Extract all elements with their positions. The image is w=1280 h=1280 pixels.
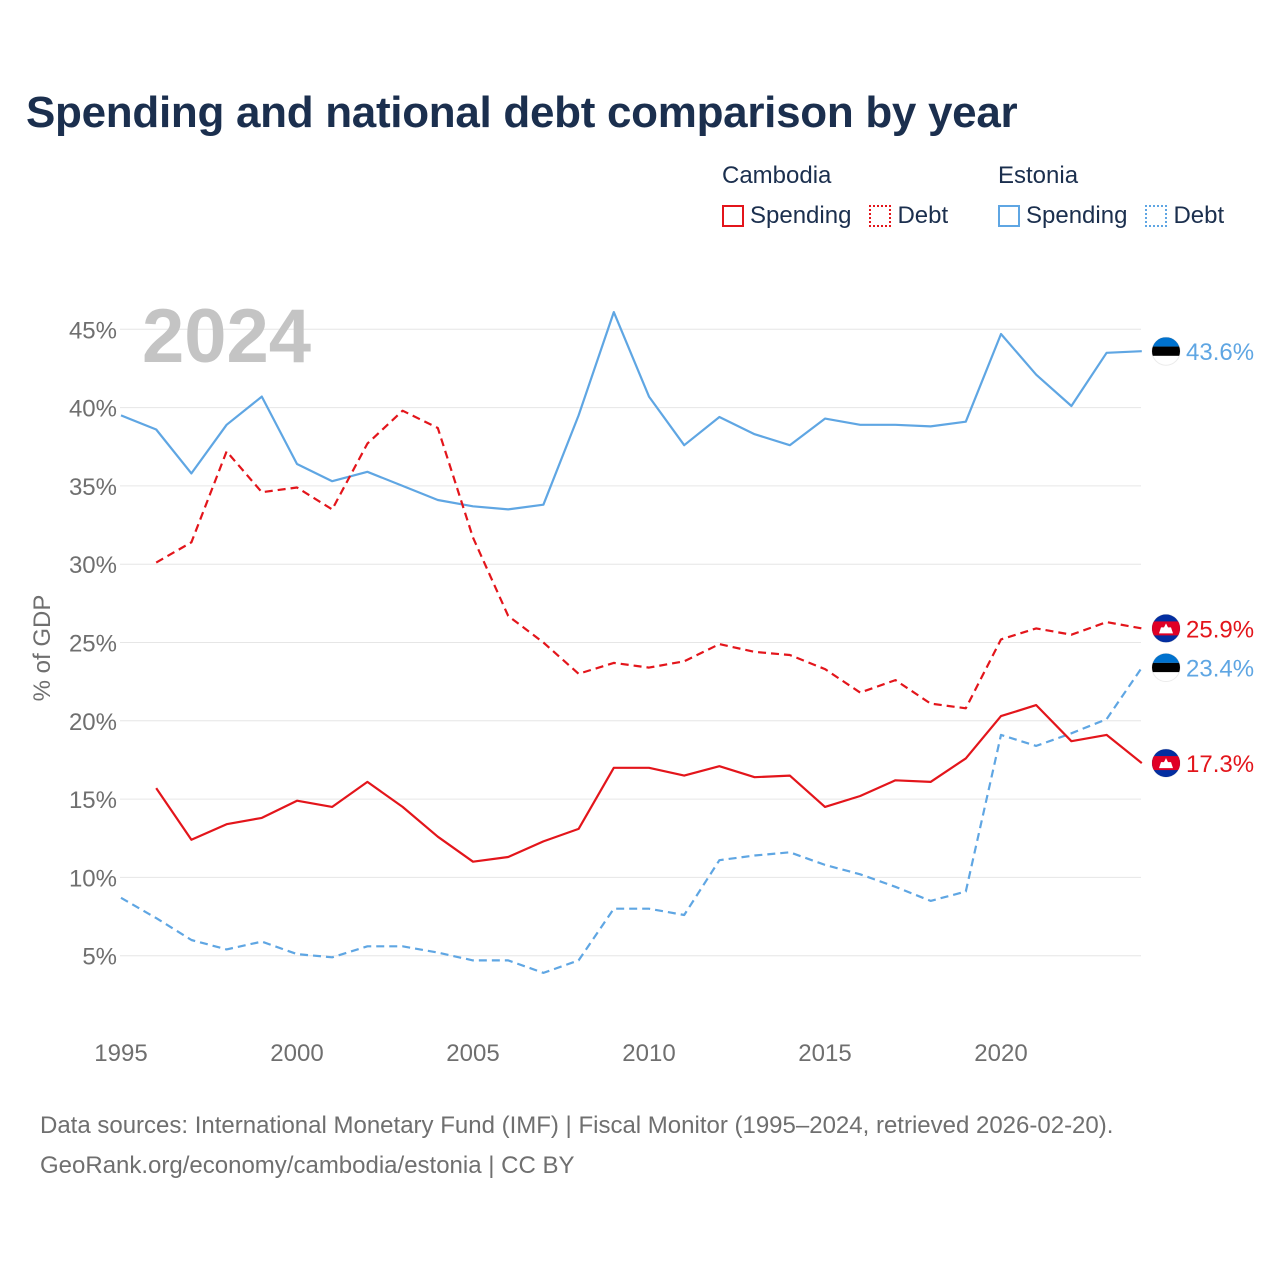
- y-tick-label: 10%: [69, 865, 117, 892]
- legend-group-cambodia: Cambodia Spending Debt: [722, 162, 948, 230]
- legend-label: Spending: [750, 202, 852, 229]
- y-tick-label: 40%: [69, 396, 117, 423]
- estonia-flag-icon: [1151, 653, 1181, 683]
- y-axis-label: % of GDP: [29, 595, 56, 702]
- legend-country-cambodia: Cambodia: [722, 162, 832, 189]
- x-tick-label: 2010: [622, 1040, 675, 1067]
- x-tick-label: 2005: [446, 1040, 499, 1067]
- legend-swatch-solid-blue: [998, 205, 1020, 227]
- cambodia-flag-icon: [1151, 613, 1181, 643]
- estonia-flag-icon: [1151, 336, 1181, 366]
- legend-item-estonia-spending[interactable]: Spending: [998, 202, 1127, 230]
- legend-swatch-solid-red: [722, 205, 744, 227]
- footer: Data sources: International Monetary Fun…: [40, 1106, 1113, 1186]
- y-tick-label: 5%: [82, 944, 117, 971]
- end-markers: 43.6% 25.9% 23.4% 17.3%: [1151, 336, 1254, 778]
- legend-label: Debt: [1173, 202, 1225, 229]
- line-chart: 2024 5% 10% 15% 20% 25% 30% 35% 40% 45% 1995 2000…: [29, 294, 1254, 1067]
- year-watermark: 2024: [142, 294, 311, 379]
- end-value-label: 17.3%: [1186, 751, 1254, 778]
- series-lines: [120, 311, 1143, 975]
- x-tick-label: 2000: [270, 1040, 323, 1067]
- legend-country-estonia: Estonia: [998, 162, 1079, 189]
- y-axis-ticks: 5% 10% 15% 20% 25% 30% 35% 40% 45%: [69, 317, 117, 970]
- legend-label: Spending: [1026, 202, 1128, 229]
- legend-item-cambodia-spending[interactable]: Spending: [722, 202, 851, 230]
- y-tick-label: 20%: [69, 709, 117, 736]
- end-value-label: 23.4%: [1186, 656, 1254, 683]
- end-value-label: 43.6%: [1186, 339, 1254, 366]
- y-tick-label: 35%: [69, 474, 117, 501]
- grid-lines: [120, 328, 1141, 957]
- legend-label: Debt: [897, 202, 949, 229]
- attribution-link[interactable]: GeoRank.org/economy/cambodia/estonia | C…: [40, 1152, 575, 1179]
- legend-group-estonia: Estonia Spending Debt: [998, 162, 1224, 230]
- end-value-label: 25.9%: [1186, 616, 1254, 643]
- x-tick-label: 2015: [798, 1040, 851, 1067]
- y-tick-label: 30%: [69, 552, 117, 579]
- cambodia-flag-icon: [1151, 748, 1181, 778]
- series-line-cambodia-spending[interactable]: [155, 703, 1143, 863]
- y-tick-label: 25%: [69, 631, 117, 658]
- series-line-estonia-debt[interactable]: [120, 666, 1143, 975]
- x-axis-ticks: 1995 2000 2005 2010 2015 2020: [94, 1040, 1027, 1067]
- legend-swatch-dotted-red: [869, 205, 892, 227]
- legend-swatch-dotted-blue: [1145, 205, 1168, 227]
- legend-item-cambodia-debt[interactable]: Debt: [869, 202, 948, 230]
- data-source-text: Data sources: International Monetary Fun…: [40, 1112, 1114, 1139]
- chart-title: Spending and national debt comparison by…: [26, 88, 1018, 137]
- y-tick-label: 45%: [69, 317, 117, 344]
- series-line-cambodia-debt[interactable]: [155, 409, 1142, 710]
- y-tick-label: 15%: [69, 787, 117, 814]
- series-line-estonia-spending[interactable]: [120, 311, 1142, 511]
- x-tick-label: 1995: [94, 1040, 147, 1067]
- x-tick-label: 2020: [974, 1040, 1027, 1067]
- legend-item-estonia-debt[interactable]: Debt: [1145, 202, 1224, 230]
